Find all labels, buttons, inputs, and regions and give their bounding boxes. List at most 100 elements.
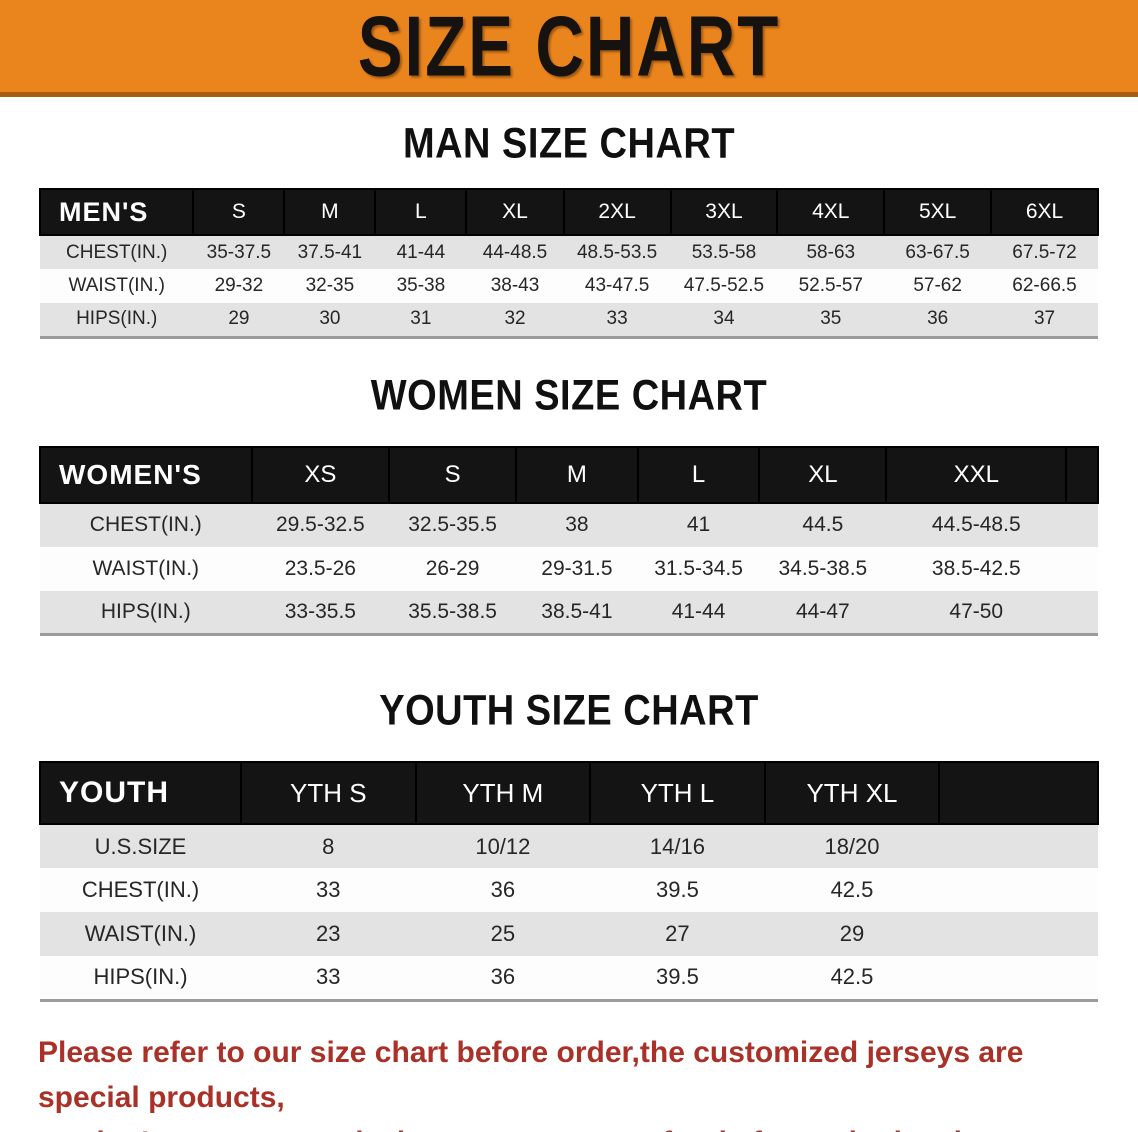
youth-col-header: YTH XL — [763, 761, 941, 825]
size-cell: 47-50 — [949, 599, 1004, 623]
size-cell: 63-67.5 — [905, 241, 970, 263]
size-cell: 36 — [927, 308, 949, 330]
size-cell: 44.5-48.5 — [931, 513, 1021, 536]
spacer-cell — [1066, 503, 1098, 547]
men-col-header: 5XL — [883, 188, 993, 236]
size-cell: 30 — [319, 308, 341, 330]
size-cell: 29-31.5 — [541, 556, 613, 580]
size-cell: 52.5-57 — [798, 275, 864, 296]
size-cell: 29 — [839, 921, 865, 946]
size-cell: 36 — [490, 877, 516, 902]
men-hips-row: HIPS(IN.) 29 30 31 32 33 34 35 36 37 — [40, 303, 1098, 337]
size-cell: 48.5-53.5 — [576, 241, 658, 263]
size-cell: 23 — [316, 921, 341, 946]
row-label: CHEST(IN.) — [89, 513, 202, 536]
size-cell: 35.5-38.5 — [408, 599, 497, 623]
size-cell: 14/16 — [649, 833, 705, 859]
size-cell: 38-43 — [490, 275, 540, 296]
women-section-heading: WOMEN SIZE CHART — [370, 371, 768, 419]
row-label: WAIST(IN.) — [84, 921, 197, 946]
size-cell: 10/12 — [475, 833, 531, 859]
size-cell: 41 — [686, 513, 711, 536]
youth-col-header: YTH L — [589, 761, 766, 825]
size-cell: 33 — [316, 964, 341, 990]
size-cell: 67.5-72 — [1012, 241, 1077, 263]
men-col-header: L — [374, 188, 468, 236]
women-table-title: WOMEN'S — [39, 445, 253, 504]
size-cell: 29.5-32.5 — [275, 513, 365, 536]
size-cell: 43-47.5 — [584, 275, 650, 296]
size-cell: 26-29 — [425, 556, 480, 580]
order-policy-note: Please refer to our size chart before or… — [38, 1030, 1102, 1132]
size-cell: 58-63 — [806, 241, 856, 263]
men-col-header: 6XL — [990, 188, 1099, 236]
youth-chest-row: CHEST(IN.) 33 36 39.5 42.5 — [40, 868, 1098, 912]
women-col-header: XS — [250, 445, 391, 504]
size-cell: 37.5-41 — [297, 241, 363, 263]
women-col-header: L — [636, 445, 761, 504]
size-cell: 62-66.5 — [1012, 275, 1077, 296]
size-cell: 33-35.5 — [284, 599, 356, 623]
size-cell: 25 — [490, 921, 516, 946]
size-cell: 42.5 — [830, 877, 874, 902]
size-cell: 32 — [504, 308, 526, 330]
women-header-row: WOMEN'S XS S M L XL XXL — [39, 445, 1099, 504]
spacer-cell — [939, 956, 1098, 1000]
order-policy-line-2: we don't accept cancel, change, teturn o… — [38, 1120, 1102, 1132]
men-col-header: XL — [465, 188, 565, 236]
size-cell: 8 — [322, 833, 335, 859]
spacer-cell — [939, 912, 1098, 956]
size-cell: 44-47 — [796, 599, 850, 623]
youth-hips-row: HIPS(IN.) 33 36 39.5 42.5 — [40, 956, 1098, 1000]
size-cell: 42.5 — [830, 964, 874, 990]
size-cell: 32-35 — [305, 275, 355, 296]
size-cell: 34 — [713, 308, 735, 330]
women-col-header: XL — [758, 445, 888, 504]
size-cell: 36 — [490, 964, 516, 990]
women-chest-row: CHEST(IN.) 29.5-32.5 32.5-35.5 38 41 44.… — [40, 502, 1098, 547]
size-cell: 33 — [316, 877, 341, 902]
size-cell: 18/20 — [824, 833, 880, 859]
spacer-cell — [1066, 547, 1098, 591]
men-col-header: 2XL — [562, 188, 672, 236]
women-col-header: S — [388, 445, 518, 504]
men-chest-row: CHEST(IN.) 35-37.5 37.5-41 41-44 44-48.5… — [40, 235, 1098, 269]
size-cell: 41-44 — [671, 599, 726, 623]
order-policy-line-1: Please refer to our size chart before or… — [38, 1035, 1024, 1114]
row-label: HIPS(IN.) — [93, 964, 188, 990]
size-cell: 27 — [665, 921, 690, 946]
youth-header-row: YOUTH YTH S YTH M YTH L YTH XL — [38, 761, 1099, 825]
size-cell: 35-38 — [396, 275, 446, 296]
size-cell: 38.5-42.5 — [931, 556, 1021, 580]
youth-ussize-row: U.S.SIZE 8 10/12 14/16 18/20 — [40, 824, 1098, 868]
spacer-cell — [1066, 591, 1098, 635]
size-cell: 39.5 — [656, 964, 699, 990]
size-cell: 38.5-41 — [541, 599, 613, 623]
youth-col-header: YTH M — [414, 761, 592, 825]
size-cell: 39.5 — [656, 877, 699, 902]
size-cell: 38 — [565, 513, 589, 536]
youth-table-title: YOUTH — [38, 761, 243, 825]
spacer-cell — [939, 868, 1098, 912]
men-section-heading: MAN SIZE CHART — [402, 120, 736, 168]
youth-section-heading: YOUTH SIZE CHART — [379, 687, 759, 735]
spacer-cell — [938, 761, 1099, 825]
size-cell: 33 — [606, 308, 628, 330]
men-header-row: MEN'S S M L XL 2XL 3XL 4XL 5XL 6XL — [38, 188, 1099, 236]
youth-col-header: YTH S — [240, 761, 417, 825]
row-label: HIPS(IN.) — [76, 308, 158, 330]
size-cell: 35-37.5 — [206, 241, 272, 263]
men-table-title: MEN'S — [38, 188, 195, 236]
row-label: U.S.SIZE — [94, 833, 187, 859]
women-hips-row: HIPS(IN.) 33-35.5 35.5-38.5 38.5-41 41-4… — [40, 590, 1098, 635]
spacer-cell — [939, 824, 1098, 868]
size-cell: 34.5-38.5 — [778, 556, 868, 580]
size-cell: 53.5-58 — [691, 241, 757, 263]
size-cell: 32.5-35.5 — [408, 513, 497, 536]
size-cell: 41-44 — [396, 241, 446, 263]
men-size-table: MEN'S S M L XL 2XL 3XL 4XL 5XL 6XL CHEST… — [38, 188, 1099, 339]
size-cell: 29-32 — [214, 275, 264, 296]
row-label: WAIST(IN.) — [92, 556, 200, 580]
youth-size-table: YOUTH YTH S YTH M YTH L YTH XL U.S.SIZE … — [38, 761, 1099, 1002]
size-cell: 47.5-52.5 — [683, 275, 765, 296]
